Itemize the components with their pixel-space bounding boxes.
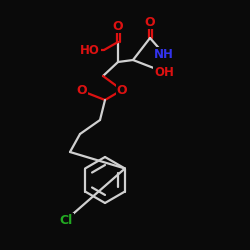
Text: O: O: [117, 84, 127, 96]
Text: HO: HO: [80, 44, 100, 57]
Text: O: O: [145, 16, 155, 28]
Text: OH: OH: [154, 66, 174, 78]
Text: NH: NH: [154, 48, 174, 60]
Text: Cl: Cl: [60, 214, 72, 226]
Text: O: O: [77, 84, 87, 98]
Text: O: O: [113, 20, 123, 32]
